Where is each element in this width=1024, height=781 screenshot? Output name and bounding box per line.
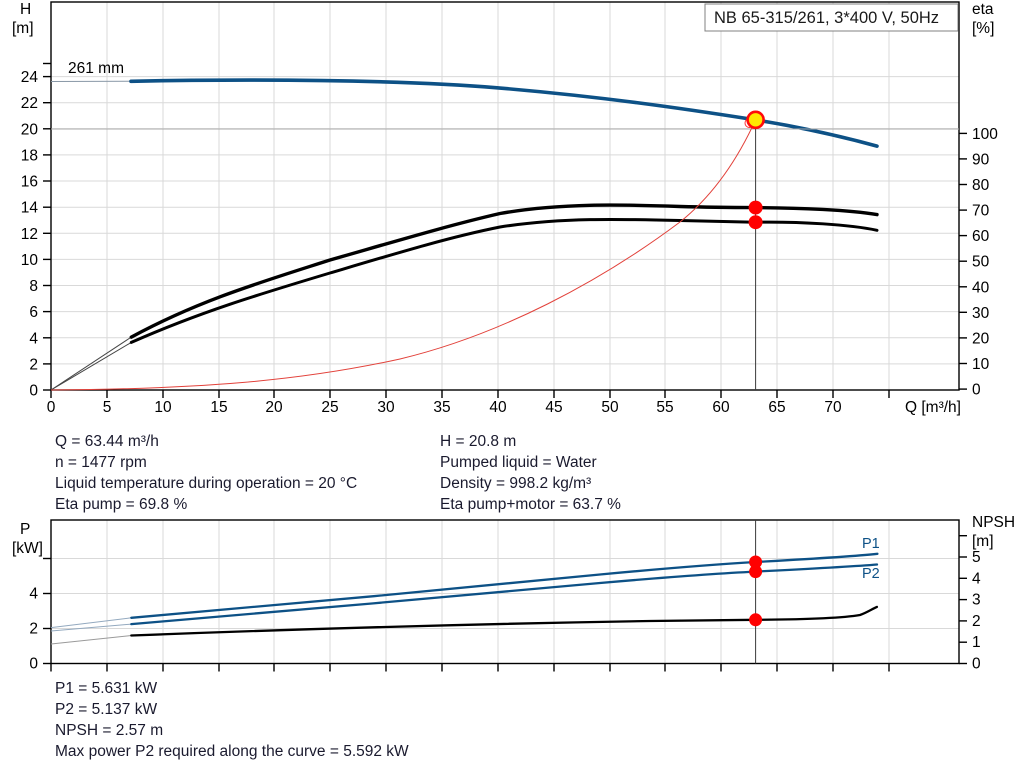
svg-text:16: 16 (21, 174, 38, 191)
svg-text:70: 70 (824, 399, 842, 416)
svg-text:22: 22 (21, 95, 38, 112)
svg-text:14: 14 (21, 200, 39, 217)
svg-text:0: 0 (29, 383, 38, 400)
svg-text:40: 40 (489, 399, 507, 416)
svg-text:30: 30 (972, 305, 990, 322)
svg-text:10: 10 (21, 252, 39, 269)
svg-text:70: 70 (972, 203, 990, 220)
svg-text:P1 = 5.631 kW: P1 = 5.631 kW (55, 680, 157, 697)
svg-text:P2 = 5.137 kW: P2 = 5.137 kW (55, 701, 157, 718)
svg-text:6: 6 (29, 304, 38, 321)
svg-text:[kW]: [kW] (12, 540, 43, 557)
svg-text:0: 0 (29, 656, 38, 673)
svg-text:30: 30 (377, 399, 395, 416)
svg-text:H = 20.8 m: H = 20.8 m (440, 433, 516, 450)
svg-text:Liquid temperature during oper: Liquid temperature during operation = 20… (55, 475, 357, 492)
svg-text:3: 3 (972, 592, 981, 609)
svg-text:20: 20 (265, 399, 283, 416)
svg-text:10: 10 (972, 356, 990, 373)
svg-text:NB 65-315/261, 3*400 V, 50Hz: NB 65-315/261, 3*400 V, 50Hz (714, 9, 939, 27)
svg-text:0: 0 (47, 399, 56, 416)
svg-text:55: 55 (656, 399, 673, 416)
svg-text:24: 24 (21, 69, 39, 86)
svg-text:35: 35 (433, 399, 450, 416)
svg-text:50: 50 (972, 254, 990, 271)
svg-text:NPSH: NPSH (972, 514, 1015, 531)
svg-text:Density = 998.2 kg/m³: Density = 998.2 kg/m³ (440, 475, 591, 492)
svg-text:261 mm: 261 mm (68, 60, 124, 77)
svg-text:18: 18 (21, 147, 38, 164)
svg-text:NPSH = 2.57 m: NPSH = 2.57 m (55, 722, 163, 739)
svg-text:20: 20 (21, 121, 39, 138)
svg-text:50: 50 (601, 399, 619, 416)
svg-text:P2: P2 (862, 566, 880, 582)
svg-text:Max power P2 required along th: Max power P2 required along the curve = … (55, 743, 409, 760)
svg-text:[m]: [m] (972, 533, 994, 550)
svg-text:1: 1 (972, 634, 981, 651)
svg-text:90: 90 (972, 151, 990, 168)
svg-text:4: 4 (29, 586, 38, 603)
svg-text:eta: eta (972, 1, 994, 18)
svg-text:n = 1477 rpm: n = 1477 rpm (55, 454, 147, 471)
svg-text:Q [m³/h]: Q [m³/h] (905, 399, 961, 416)
svg-text:5: 5 (972, 549, 981, 566)
svg-text:100: 100 (972, 126, 998, 143)
svg-text:65: 65 (768, 399, 785, 416)
svg-text:[%]: [%] (972, 20, 994, 37)
svg-text:45: 45 (545, 399, 562, 416)
svg-text:60: 60 (972, 228, 990, 245)
svg-text:8: 8 (29, 278, 38, 295)
svg-text:2: 2 (29, 356, 38, 373)
svg-text:4: 4 (972, 570, 981, 587)
svg-text:[m]: [m] (12, 20, 34, 37)
svg-text:0: 0 (972, 656, 981, 673)
svg-text:4: 4 (29, 330, 38, 347)
svg-text:Eta pump = 69.8 %: Eta pump = 69.8 % (55, 496, 187, 513)
svg-text:12: 12 (21, 226, 38, 243)
svg-text:Q = 63.44 m³/h: Q = 63.44 m³/h (55, 433, 159, 450)
svg-text:15: 15 (210, 399, 227, 416)
svg-text:2: 2 (972, 613, 981, 630)
svg-text:80: 80 (972, 177, 990, 194)
svg-text:10: 10 (154, 399, 172, 416)
svg-text:5: 5 (103, 399, 112, 416)
svg-text:Pumped liquid = Water: Pumped liquid = Water (440, 454, 597, 471)
svg-text:25: 25 (321, 399, 338, 416)
svg-text:P: P (20, 521, 30, 538)
svg-text:P1: P1 (862, 536, 880, 552)
svg-text:60: 60 (712, 399, 730, 416)
svg-text:H: H (20, 1, 31, 18)
svg-text:0: 0 (972, 382, 981, 399)
svg-text:2: 2 (29, 621, 38, 638)
svg-text:Eta pump+motor = 63.7 %: Eta pump+motor = 63.7 % (440, 496, 621, 513)
svg-text:40: 40 (972, 279, 990, 296)
svg-text:20: 20 (972, 330, 990, 347)
